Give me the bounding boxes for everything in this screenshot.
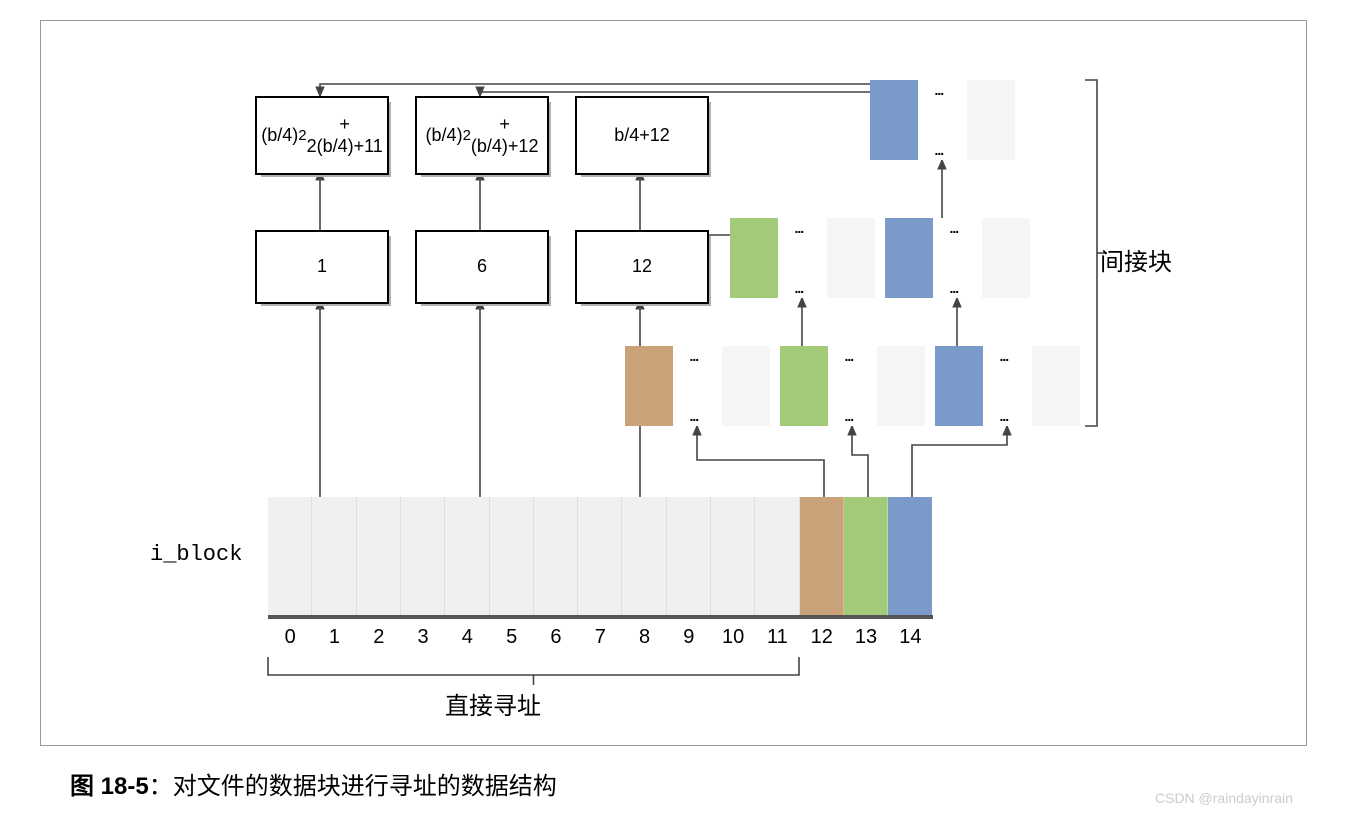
iblock-indirect-cell-13 — [844, 497, 888, 615]
figure-caption: 图 18-5：对文件的数据块进行寻址的数据结构 — [70, 766, 557, 801]
iblock-index-2: 2 — [364, 626, 394, 649]
indirect-block-1-dots: ... — [795, 280, 804, 296]
iblock-divider — [533, 497, 534, 615]
indirect-block-0-dots: ... — [935, 142, 944, 158]
indirect-label: 间接块 — [1100, 242, 1172, 277]
iblock-index-1: 1 — [319, 626, 349, 649]
formula-box-0: (b/4)2 +2(b/4)+11 — [255, 96, 389, 175]
indirect-block-5: ...... — [935, 346, 1080, 426]
iblock-divider — [356, 497, 357, 615]
indirect-block-0-dots: ... — [935, 82, 944, 98]
index-box-0: 1 — [255, 230, 389, 304]
indirect-block-0-col-0 — [870, 80, 919, 160]
indirect-block-4-col-0 — [780, 346, 829, 426]
iblock-divider — [754, 497, 755, 615]
indirect-block-2-col-0 — [885, 218, 934, 298]
indirect-block-1-dots: ... — [795, 220, 804, 236]
iblock-index-14: 14 — [895, 626, 925, 649]
iblock-divider — [843, 497, 844, 615]
iblock-index-10: 10 — [718, 626, 748, 649]
indirect-block-2-dots: ... — [950, 280, 959, 296]
iblock-direct-region — [268, 497, 800, 615]
indirect-block-3-dots: ... — [690, 348, 699, 364]
indirect-block-5-col-2 — [1032, 346, 1080, 426]
iblock-label: i_block — [150, 542, 242, 567]
indirect-block-5-col-0 — [935, 346, 984, 426]
indirect-block-1: ...... — [730, 218, 875, 298]
indirect-block-4: ...... — [780, 346, 925, 426]
iblock-index-3: 3 — [408, 626, 438, 649]
iblock-index-9: 9 — [674, 626, 704, 649]
iblock-divider — [666, 497, 667, 615]
iblock-divider — [710, 497, 711, 615]
indirect-block-1-col-2 — [827, 218, 875, 298]
iblock-index-8: 8 — [630, 626, 660, 649]
indirect-block-0-col-2 — [967, 80, 1015, 160]
indirect-block-3-dots: ... — [690, 408, 699, 424]
indirect-block-3-col-0 — [625, 346, 674, 426]
iblock-indirect-cell-12 — [800, 497, 844, 615]
iblock-divider — [577, 497, 578, 615]
index-box-2: 12 — [575, 230, 709, 304]
iblock-index-7: 7 — [585, 626, 615, 649]
indirect-block-3-col-2 — [722, 346, 770, 426]
formula-box-1: (b/4)2 +(b/4)+12 — [415, 96, 549, 175]
indirect-block-4-dots: ... — [845, 408, 854, 424]
indirect-block-4-dots: ... — [845, 348, 854, 364]
indirect-block-4-col-2 — [877, 346, 925, 426]
formula-box-2: b/4+12 — [575, 96, 709, 175]
indirect-block-5-dots: ... — [1000, 348, 1009, 364]
indirect-block-2-col-2 — [982, 218, 1030, 298]
iblock-indirect-cell-14 — [888, 497, 932, 615]
iblock-index-4: 4 — [452, 626, 482, 649]
iblock-divider — [311, 497, 312, 615]
indirect-block-5-dots: ... — [1000, 408, 1009, 424]
index-box-1: 6 — [415, 230, 549, 304]
indirect-block-2-dots: ... — [950, 220, 959, 236]
direct-label: 直接寻址 — [445, 686, 541, 721]
iblock-divider — [400, 497, 401, 615]
indirect-block-1-col-0 — [730, 218, 779, 298]
iblock-divider — [444, 497, 445, 615]
iblock-baseline — [268, 615, 933, 619]
iblock-index-5: 5 — [497, 626, 527, 649]
iblock-divider — [621, 497, 622, 615]
iblock-index-12: 12 — [807, 626, 837, 649]
iblock-divider — [489, 497, 490, 615]
iblock-divider — [887, 497, 888, 615]
iblock-index-0: 0 — [275, 626, 305, 649]
iblock-index-6: 6 — [541, 626, 571, 649]
indirect-block-2: ...... — [885, 218, 1030, 298]
iblock-index-11: 11 — [762, 626, 792, 649]
iblock-index-13: 13 — [851, 626, 881, 649]
indirect-block-0: ...... — [870, 80, 1015, 160]
watermark: CSDN @raindayinrain — [1155, 790, 1293, 806]
iblock-divider — [799, 497, 800, 615]
indirect-block-3: ...... — [625, 346, 770, 426]
